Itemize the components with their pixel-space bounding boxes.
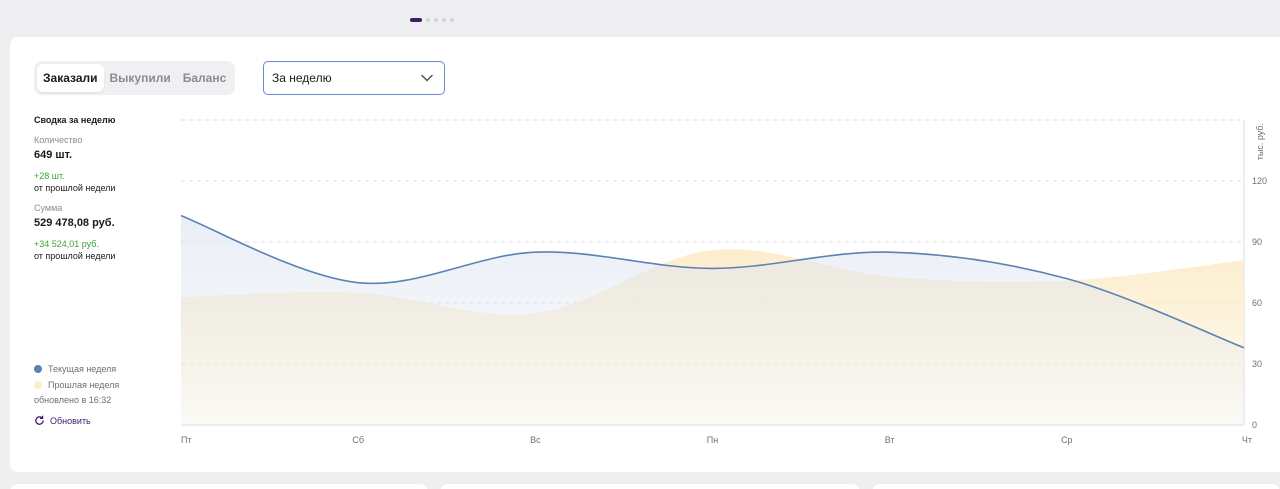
x-tick-label: Вт <box>885 435 895 445</box>
bottom-card-3 <box>872 484 1280 489</box>
sum-label: Сумма <box>34 203 63 213</box>
previous-week-point[interactable] <box>1064 278 1070 284</box>
current-week-area <box>181 215 1244 425</box>
pager-dot[interactable] <box>450 18 454 22</box>
chart-legend: Текущая неделя Прошлая неделя обновлено … <box>34 363 174 426</box>
bottom-card-2 <box>440 484 860 489</box>
quantity-delta: +28 шт. <box>34 171 65 181</box>
legend-current-swatch <box>34 365 42 373</box>
y-axis-label: тыс. руб. <box>1255 123 1265 160</box>
refresh-label: Обновить <box>50 415 91 426</box>
x-tick-label: Вс <box>530 435 541 445</box>
current-week-point[interactable] <box>1241 345 1247 351</box>
refresh-button[interactable]: Обновить <box>34 415 174 426</box>
sum-delta: +34 524,01 руб. <box>34 239 99 249</box>
current-week-point[interactable] <box>178 213 184 219</box>
pager-dot[interactable] <box>410 18 422 22</box>
previous-week-point[interactable] <box>532 310 538 316</box>
legend-previous-label: Прошлая неделя <box>48 380 120 390</box>
previous-week-point[interactable] <box>887 274 893 280</box>
summary-title: Сводка за неделю <box>34 115 116 125</box>
tab-balance[interactable]: Баланс <box>182 71 227 85</box>
current-week-point[interactable] <box>710 265 716 271</box>
refresh-icon <box>35 415 44 425</box>
pager-dot[interactable] <box>442 18 446 22</box>
y-tick-label: 90 <box>1252 237 1262 247</box>
x-tick-label: Сб <box>352 435 364 445</box>
y-tick-label: 0 <box>1252 420 1257 430</box>
x-tick-label: Ср <box>1061 435 1073 445</box>
legend-current: Текущая неделя <box>34 363 174 375</box>
period-select-value: За неделю <box>272 71 332 85</box>
period-select[interactable]: За неделю <box>263 61 445 95</box>
pager-dot[interactable] <box>426 18 430 22</box>
updated-time: обновлено в 16:32 <box>34 395 112 405</box>
carousel-pager[interactable] <box>410 18 454 22</box>
bottom-card-1 <box>10 484 428 489</box>
previous-week-point[interactable] <box>178 294 184 300</box>
current-week-point[interactable] <box>355 280 361 286</box>
previous-week-point[interactable] <box>1241 257 1247 263</box>
current-week-point[interactable] <box>887 249 893 255</box>
sum-delta-note: от прошлой недели <box>34 251 116 261</box>
y-tick-label: 60 <box>1252 298 1262 308</box>
x-tick-label: Чт <box>1242 435 1252 445</box>
current-week-line <box>180 214 1245 349</box>
tab-bought-out[interactable]: Выкупили <box>109 71 171 85</box>
previous-week-point[interactable] <box>710 247 716 253</box>
pager-dot[interactable] <box>434 18 438 22</box>
legend-previous-swatch <box>34 381 42 389</box>
quantity-label: Количество <box>34 135 83 145</box>
y-tick-label: 120 <box>1252 176 1267 186</box>
y-tick-label: 30 <box>1252 359 1262 369</box>
legend-current-label: Текущая неделя <box>48 364 117 374</box>
previous-week-point[interactable] <box>355 290 361 296</box>
chevron-down-icon <box>421 74 433 82</box>
quantity-delta-note: от прошлой недели <box>34 183 116 193</box>
quantity-value: 649 шт. <box>34 149 73 161</box>
x-tick-label: Пн <box>707 435 718 445</box>
legend-previous: Прошлая неделя <box>34 379 174 391</box>
sum-value: 529 478,08 руб. <box>34 217 115 229</box>
tab-group: Заказали Выкупили Баланс <box>34 61 236 95</box>
weekly-summary: Сводка за неделю Количество 649 шт. +28 … <box>34 115 164 271</box>
tab-ordered[interactable]: Заказали <box>37 64 104 92</box>
current-week-point[interactable] <box>532 249 538 255</box>
x-tick-label: Пт <box>181 435 192 445</box>
